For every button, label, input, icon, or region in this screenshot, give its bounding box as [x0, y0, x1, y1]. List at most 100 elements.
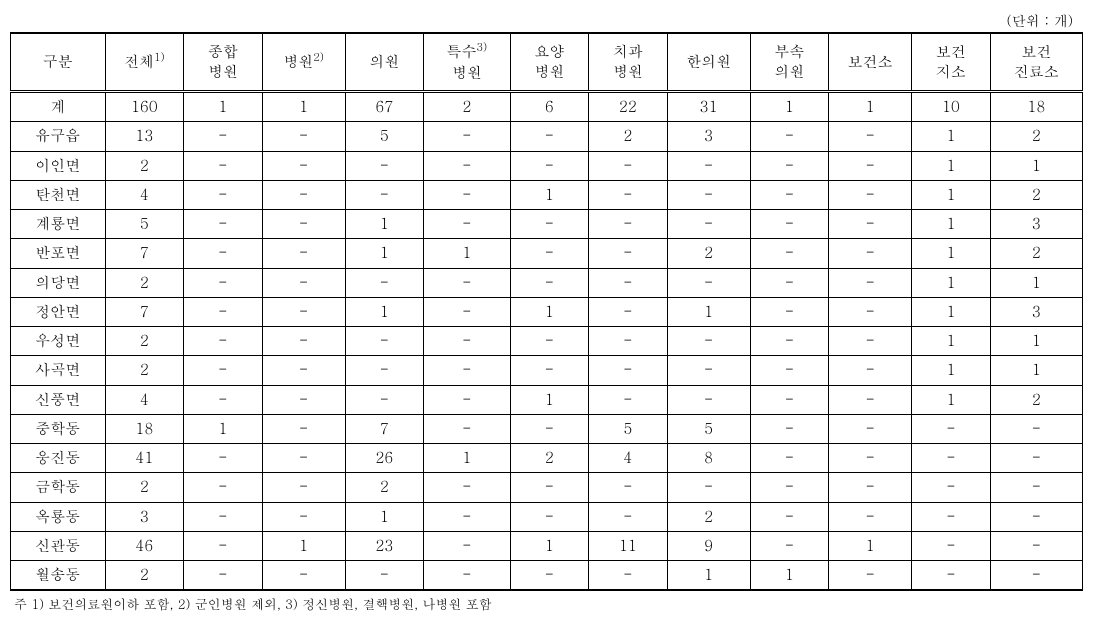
cell: -	[262, 151, 345, 180]
cell: -	[262, 502, 345, 531]
cell: -	[829, 327, 912, 356]
col-header-3: 병원2)	[262, 33, 345, 92]
cell: -	[262, 561, 345, 591]
row-label: 탄천면	[11, 180, 106, 209]
col-header-10: 보건소	[829, 33, 912, 92]
cell: -	[829, 151, 912, 180]
cell: 18	[105, 414, 183, 443]
cell: -	[510, 502, 588, 531]
row-label: 중학동	[11, 414, 106, 443]
table-container: (단위 : 개) 구분전체1)종합병원병원2)의원특수3)병원요양병원치과병원한…	[10, 10, 1083, 613]
cell: -	[667, 385, 750, 414]
cell: -	[829, 356, 912, 385]
cell: 23	[345, 531, 423, 560]
cell: 2	[345, 473, 423, 502]
cell: -	[750, 210, 828, 239]
cell: 2	[424, 92, 511, 122]
cell: 3	[667, 122, 750, 151]
cell: -	[262, 473, 345, 502]
footnote-marker: 3)	[477, 40, 488, 55]
cell: -	[990, 473, 1082, 502]
cell: 31	[667, 92, 750, 122]
col-header-6: 요양병원	[510, 33, 588, 92]
cell: -	[184, 502, 262, 531]
cell: 2	[589, 122, 667, 151]
cell: -	[262, 122, 345, 151]
cell: -	[510, 239, 588, 268]
cell: 1	[750, 561, 828, 591]
cell: 2	[105, 561, 183, 591]
cell: 1	[829, 531, 912, 560]
col-header-8: 한의원	[667, 33, 750, 92]
table-row: 반포면7--11--2--12	[11, 239, 1083, 268]
cell: -	[184, 210, 262, 239]
cell: -	[589, 210, 667, 239]
cell: -	[345, 356, 423, 385]
cell: 2	[105, 151, 183, 180]
cell: -	[262, 327, 345, 356]
cell: 1	[345, 210, 423, 239]
cell: -	[750, 385, 828, 414]
cell: -	[990, 502, 1082, 531]
cell: -	[424, 502, 511, 531]
cell: 1	[990, 151, 1082, 180]
cell: -	[184, 327, 262, 356]
cell: -	[990, 531, 1082, 560]
cell: -	[262, 444, 345, 473]
cell: -	[424, 180, 511, 209]
cell: 2	[105, 356, 183, 385]
cell: 2	[105, 327, 183, 356]
cell: -	[345, 151, 423, 180]
cell: -	[424, 151, 511, 180]
cell: -	[424, 210, 511, 239]
row-label: 금학동	[11, 473, 106, 502]
col-header-2: 종합병원	[184, 33, 262, 92]
cell: -	[184, 239, 262, 268]
table-row: 정안면7--1-1-1--13	[11, 297, 1083, 326]
table-row: 중학동181-7--55----	[11, 414, 1083, 443]
cell: -	[184, 561, 262, 591]
cell: -	[667, 180, 750, 209]
cell: 1	[424, 444, 511, 473]
cell: -	[829, 385, 912, 414]
cell: 2	[990, 122, 1082, 151]
cell: -	[510, 122, 588, 151]
table-row: 신풍면4----1----12	[11, 385, 1083, 414]
cell: 2	[105, 268, 183, 297]
row-label: 의당면	[11, 268, 106, 297]
table-row: 계룡면5--1------13	[11, 210, 1083, 239]
cell: -	[829, 239, 912, 268]
cell: -	[829, 444, 912, 473]
cell: 8	[667, 444, 750, 473]
cell: 5	[589, 414, 667, 443]
cell: -	[345, 268, 423, 297]
cell: 1	[184, 414, 262, 443]
cell: -	[912, 414, 990, 443]
data-table: 구분전체1)종합병원병원2)의원특수3)병원요양병원치과병원한의원부속의원보건소…	[10, 32, 1083, 591]
cell: -	[750, 444, 828, 473]
cell: -	[589, 180, 667, 209]
cell: 1	[912, 122, 990, 151]
cell: -	[750, 239, 828, 268]
cell: 1	[345, 502, 423, 531]
cell: -	[589, 151, 667, 180]
cell: 2	[667, 502, 750, 531]
col-header-7: 치과병원	[589, 33, 667, 92]
col-header-11: 보건지소	[912, 33, 990, 92]
table-row: 탄천면4----1----12	[11, 180, 1083, 209]
col-header-1: 전체1)	[105, 33, 183, 92]
cell: -	[750, 268, 828, 297]
cell: 4	[105, 180, 183, 209]
table-row: 사곡면2---------11	[11, 356, 1083, 385]
cell: 2	[990, 180, 1082, 209]
row-label: 사곡면	[11, 356, 106, 385]
table-row: 웅진동41--261248----	[11, 444, 1083, 473]
table-row: 옥룡동3--1---2----	[11, 502, 1083, 531]
cell: -	[510, 151, 588, 180]
cell: 67	[345, 92, 423, 122]
row-label: 계룡면	[11, 210, 106, 239]
cell: 11	[589, 531, 667, 560]
cell: -	[750, 151, 828, 180]
footnote-marker: 1)	[154, 50, 165, 65]
cell: -	[262, 356, 345, 385]
